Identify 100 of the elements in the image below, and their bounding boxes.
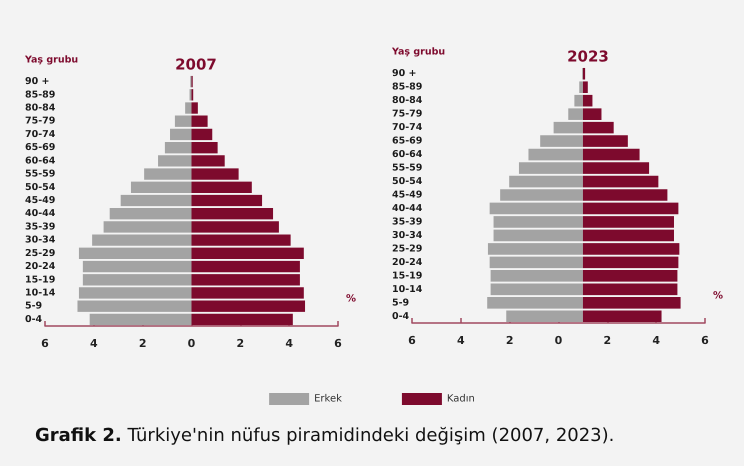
bar xyxy=(579,81,583,94)
bar xyxy=(582,270,678,282)
bar xyxy=(490,284,583,296)
y-tick-label: 35-39 xyxy=(392,216,422,228)
bar xyxy=(582,135,628,147)
bar xyxy=(82,274,192,286)
y-tick-label: 85-89 xyxy=(25,89,56,100)
y-tick-label: 0-4 xyxy=(392,310,410,322)
bar xyxy=(494,230,583,242)
y-axis-title: Yaş grubu xyxy=(24,54,78,66)
bar xyxy=(185,102,192,114)
bar xyxy=(574,94,583,106)
bar xyxy=(192,194,262,206)
bar xyxy=(582,148,640,160)
y-tick-label: 60-64 xyxy=(25,155,56,166)
bar xyxy=(568,108,583,120)
y-tick-label: 80-84 xyxy=(25,102,56,114)
y-axis-title: Yaş grubu xyxy=(391,46,446,58)
y-tick-label: 15-19 xyxy=(392,270,422,282)
bar xyxy=(582,296,681,309)
y-tick-label: 10-14 xyxy=(392,284,423,295)
bar xyxy=(582,81,588,94)
x-tick-label: 6 xyxy=(701,334,710,347)
x-tick-label: 2 xyxy=(604,334,612,347)
y-tick-label: 65-69 xyxy=(25,142,56,154)
y-tick-label: 70-74 xyxy=(392,122,423,134)
bar xyxy=(582,284,678,296)
bar xyxy=(488,243,583,255)
bar xyxy=(582,243,680,255)
bar xyxy=(540,135,583,147)
y-tick-label: 0-4 xyxy=(25,314,43,325)
bar xyxy=(120,194,192,206)
x-axis-title: % xyxy=(346,294,356,304)
y-tick-label: 65-69 xyxy=(392,136,422,147)
y-tick-label: 55-59 xyxy=(392,162,422,174)
bar xyxy=(192,116,208,127)
x-tick-label: 0 xyxy=(188,337,196,350)
y-tick-label: 5-9 xyxy=(25,300,42,312)
bar xyxy=(174,116,192,127)
chart-title: 2007 xyxy=(175,56,217,74)
bar xyxy=(192,260,300,272)
y-tick-label: 30-34 xyxy=(392,230,423,241)
y-tick-label: 75-79 xyxy=(392,108,422,120)
y-tick-label: 10-14 xyxy=(25,287,56,298)
y-tick-label: 90 + xyxy=(25,76,50,88)
bar xyxy=(582,230,674,242)
x-tick-label: 6 xyxy=(334,337,342,350)
bar xyxy=(192,287,304,299)
bar xyxy=(490,270,583,282)
y-tick-label: 25-29 xyxy=(25,248,56,259)
y-tick-label: 35-39 xyxy=(25,221,56,232)
bar xyxy=(582,94,592,106)
text: Türkiye'nin nüfus piramidindeki değişim (2007, 2023). xyxy=(127,425,614,446)
y-tick-label: 90 + xyxy=(392,68,416,80)
bar xyxy=(490,256,583,268)
bar xyxy=(506,310,583,322)
y-tick-label: 50-54 xyxy=(25,182,56,193)
x-tick-label: 6 xyxy=(41,337,50,350)
x-tick-label: 2 xyxy=(236,337,244,350)
y-tick-label: 60-64 xyxy=(392,149,423,160)
x-tick-label: 2 xyxy=(138,337,146,350)
x-tick-label: 6 xyxy=(408,334,416,347)
y-tick-label: 55-59 xyxy=(25,168,56,180)
x-tick-label: 4 xyxy=(652,334,660,347)
bar xyxy=(582,68,586,80)
bar xyxy=(192,102,198,114)
bar xyxy=(82,260,192,272)
y-tick-label: 30-34 xyxy=(25,234,56,246)
y-tick-label: 40-44 xyxy=(392,202,423,214)
bar xyxy=(487,296,583,309)
x-tick-label: 4 xyxy=(457,334,466,347)
y-tick-label: 20-24 xyxy=(25,261,56,272)
bar xyxy=(582,310,662,322)
text: Grafik 2. xyxy=(35,425,122,446)
y-tick-label: 85-89 xyxy=(392,82,422,93)
y-tick-label: 45-49 xyxy=(25,195,56,206)
x-tick-label: 4 xyxy=(285,337,294,350)
bar xyxy=(582,108,602,120)
y-tick-label: 40-44 xyxy=(25,208,56,220)
bar xyxy=(192,128,212,140)
bar xyxy=(78,287,192,299)
bar xyxy=(170,128,192,140)
chart-title: 2023 xyxy=(567,48,609,66)
legend-label: Kadın xyxy=(446,394,475,404)
bar xyxy=(582,256,678,268)
bar xyxy=(192,274,300,286)
y-tick-label: 25-29 xyxy=(392,243,422,254)
bar xyxy=(554,122,583,134)
y-tick-label: 5-9 xyxy=(392,297,410,308)
x-tick-label: 0 xyxy=(554,334,563,347)
x-tick-label: 2 xyxy=(506,334,514,347)
y-tick-label: 20-24 xyxy=(392,256,423,268)
x-axis-title: % xyxy=(713,290,724,302)
y-tick-label: 15-19 xyxy=(25,274,56,286)
y-tick-label: 70-74 xyxy=(25,128,56,140)
y-tick-label: 45-49 xyxy=(392,190,422,200)
x-tick-label: 4 xyxy=(90,337,98,350)
y-tick-label: 80-84 xyxy=(392,95,423,106)
bar xyxy=(582,122,614,134)
y-tick-label: 50-54 xyxy=(392,176,423,188)
